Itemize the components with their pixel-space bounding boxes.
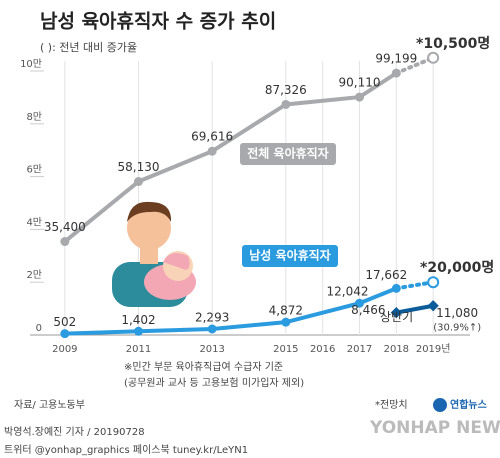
data-label: 17,662 <box>365 268 407 282</box>
annotation: (30.9%↑) <box>433 323 481 334</box>
data-label: 1,402 <box>121 313 155 327</box>
legend-box <box>240 143 336 165</box>
chart-title: 남성 육아휴직자 수 증가 추이 <box>40 11 276 33</box>
credit: 박영석.장예진 기자 / 20190728 <box>4 426 145 438</box>
data-label: 35,400 <box>44 220 86 234</box>
forecast-note: *전망치 <box>375 399 408 411</box>
x-tick-label: 2017 <box>347 344 372 355</box>
data-label: 99,199 <box>375 52 417 66</box>
line <box>62 71 399 244</box>
line <box>62 286 399 336</box>
legend-label: 전체 육아휴직자 <box>247 146 328 161</box>
marker <box>355 298 364 308</box>
source: 자료/ 고용노동부 <box>14 399 85 411</box>
y-tick-label: 4만 <box>26 216 42 228</box>
marker <box>427 276 440 289</box>
marker <box>391 283 401 293</box>
x-tick-label: 2009 <box>52 344 77 355</box>
y-tick-label: 8만 <box>26 111 42 123</box>
line <box>394 280 436 291</box>
line <box>394 55 436 76</box>
y-tick-label: 2만 <box>26 269 42 281</box>
note: (공무원과 교사 등 고용보험 미가입자 제외) <box>124 376 304 389</box>
y-tick-label: 10만 <box>20 58 42 70</box>
marker <box>427 300 439 312</box>
data-label: 58,130 <box>118 160 160 174</box>
y-tick-label: 6만 <box>26 164 42 176</box>
data-label: 12,042 <box>327 285 369 299</box>
y-tick-label: 0 <box>36 323 42 334</box>
x-tick-label: 2013 <box>199 344 224 355</box>
legend-box <box>242 245 338 267</box>
data-label: 11,080 <box>436 306 478 320</box>
data-label: 69,616 <box>191 130 233 144</box>
brand: 연합뉴스 <box>450 398 487 411</box>
watermark: YONHAP NEWS <box>369 418 500 438</box>
marker <box>281 99 291 109</box>
marker <box>60 237 70 247</box>
marker <box>207 324 217 334</box>
data-label: 90,110 <box>339 76 381 90</box>
marker <box>134 177 143 187</box>
x-tick-label: 2019년 <box>416 343 451 355</box>
marker <box>427 51 440 64</box>
x-tick-label: 2015 <box>273 344 298 355</box>
logo <box>433 398 447 412</box>
data-label: 502 <box>53 315 76 329</box>
data-label: 2,293 <box>195 310 229 324</box>
x-tick-label: 2011 <box>126 344 151 355</box>
legend-label: 남성 육아휴직자 <box>249 248 330 263</box>
chart-subtitle: ( ): 전년 대비 증가율 <box>40 41 137 54</box>
data-label: 87,326 <box>265 83 307 97</box>
data-label: *10,500명 <box>416 35 490 52</box>
social: 트위터 @yonhap_graphics 페이스북 tuney.kr/LeYN1 <box>4 443 248 456</box>
data-label: *20,000명 <box>420 259 494 276</box>
marker <box>134 326 143 336</box>
data-label: 8,466 <box>351 303 385 317</box>
x-tick-label: 2016 <box>310 344 335 355</box>
marker <box>281 317 291 327</box>
line <box>394 303 436 315</box>
series-label: 상반기 <box>380 310 413 324</box>
note: ※민간 부문 육아휴직급여 수급자 기준 <box>124 361 283 373</box>
marker <box>60 329 70 339</box>
marker <box>390 306 402 319</box>
data-label: 4,872 <box>269 304 303 318</box>
marker <box>355 92 364 102</box>
illustration <box>112 201 196 307</box>
marker <box>391 68 401 78</box>
marker <box>207 146 217 156</box>
x-tick-label: 2018 <box>384 344 409 355</box>
